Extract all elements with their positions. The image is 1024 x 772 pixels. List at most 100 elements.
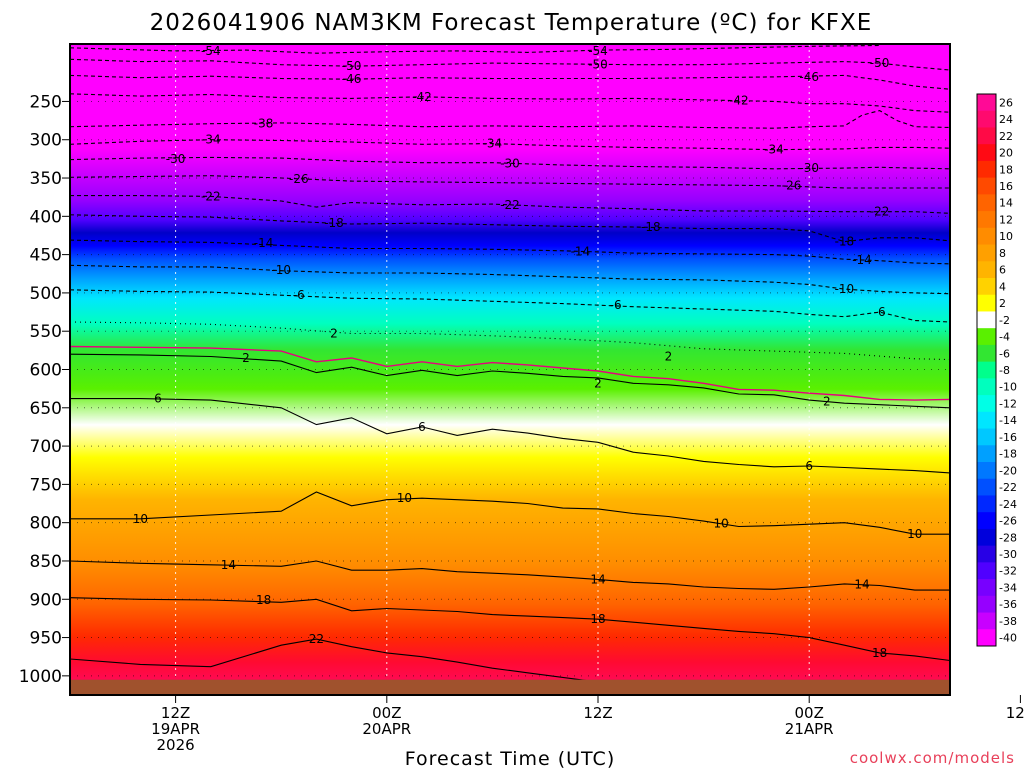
contour-line	[70, 491, 950, 535]
colorbar-label: -2	[999, 314, 1010, 327]
ground-band	[70, 679, 950, 695]
colorbar-swatch	[977, 144, 996, 162]
contour-label: 14	[590, 572, 605, 586]
colorbar-swatch	[977, 395, 996, 413]
colorbar-label: 16	[999, 180, 1013, 193]
contour-line	[70, 560, 950, 591]
y-tick-label: 750	[30, 475, 62, 495]
contour-line	[70, 110, 950, 129]
colorbar-swatch	[977, 512, 996, 530]
chart-title: 2026041906 NAM3KM Forecast Temperature (…	[150, 10, 873, 36]
y-tick-label: 450	[30, 246, 62, 266]
credit-text[interactable]: coolwx.com/models	[850, 749, 1015, 767]
colorbar-swatch	[977, 211, 996, 229]
contour-label: 10	[907, 527, 922, 541]
y-tick-label: 900	[30, 590, 62, 610]
contour-label: -6	[293, 288, 305, 302]
contour-label: -26	[289, 172, 309, 186]
x-tick-label: 00Z	[795, 704, 824, 722]
contour-label: -22	[500, 198, 520, 212]
contour-line	[70, 74, 950, 90]
x-tick-label: 20APR	[362, 720, 411, 738]
colorbar-label: -22	[999, 481, 1017, 494]
contour-line	[70, 239, 950, 265]
contour-line	[70, 597, 950, 662]
colorbar-swatch	[977, 428, 996, 446]
contour-label: 18	[256, 593, 271, 607]
contour-label: -46	[799, 70, 819, 84]
colorbar-label: 20	[999, 147, 1013, 160]
y-tick-label: 600	[30, 361, 62, 381]
contour-label: -14	[852, 253, 872, 267]
colorbar-label: 24	[999, 113, 1013, 126]
contour-label: -42	[412, 90, 432, 104]
colorbar-label: -38	[999, 615, 1017, 628]
contour-line	[70, 58, 950, 71]
colorbar-label: -40	[999, 632, 1017, 645]
contour-layer	[70, 44, 950, 695]
contour-label: -30	[500, 156, 520, 170]
contour-label: -14	[254, 236, 274, 250]
x-tick-label: 12Z	[161, 704, 190, 722]
contour-label: -50	[588, 58, 608, 72]
colorbar-swatch	[977, 378, 996, 396]
x-tick-label: 12Z	[583, 704, 612, 722]
colorbar-swatch	[977, 445, 996, 463]
y-tick-label: 300	[30, 131, 62, 151]
colorbar-label: 14	[999, 197, 1013, 210]
contour-label: -6	[610, 298, 622, 312]
contour-label: 2	[330, 327, 338, 341]
colorbar-swatch	[977, 462, 996, 480]
colorbar-label: -36	[999, 598, 1017, 611]
colorbar-swatch	[977, 294, 996, 312]
colorbar-label: -14	[999, 414, 1017, 427]
contour-label: -38	[254, 117, 274, 131]
x-tick-label: 21APR	[785, 720, 834, 738]
colorbar-swatch	[977, 244, 996, 262]
contour-label: 6	[418, 420, 426, 434]
colorbar-label: 8	[999, 247, 1006, 260]
contour-label: 6	[154, 392, 162, 406]
y-tick-label: 650	[30, 399, 62, 419]
grid-layer	[70, 44, 950, 695]
contour-label: -50	[342, 59, 362, 73]
contour-label: -14	[571, 245, 591, 259]
contour-label: -22	[201, 189, 221, 203]
contour-label: 10	[714, 516, 729, 530]
colorbar-swatch	[977, 579, 996, 597]
contour-label: -18	[641, 220, 661, 234]
colorbar-label: -4	[999, 331, 1010, 344]
colorbar-label: 22	[999, 130, 1013, 143]
colorbar-swatch	[977, 127, 996, 145]
x-tick-label: 19APR	[151, 720, 200, 738]
contour-label: -6	[874, 305, 886, 319]
contour-line	[70, 398, 950, 474]
colorbar-label: 4	[999, 280, 1006, 293]
contour-line	[70, 175, 950, 189]
contour-line	[70, 353, 950, 409]
contour-label: 14	[854, 578, 869, 592]
colorbar-label: -6	[999, 347, 1010, 360]
colorbar-label: 12	[999, 213, 1013, 226]
contour-label: -34	[764, 143, 784, 157]
contour-label: -50	[870, 56, 890, 70]
contour-line	[70, 93, 950, 113]
contour-label: -30	[166, 152, 186, 166]
colorbar-swatch	[977, 528, 996, 547]
contour-label: 18	[590, 612, 605, 626]
colorbar-label: -28	[999, 531, 1017, 544]
colorbar-label: -32	[999, 565, 1017, 578]
colorbar-swatch	[977, 311, 996, 329]
contour-label: -10	[835, 282, 855, 296]
colorbar-label: -26	[999, 515, 1017, 528]
colorbar-swatch	[977, 595, 996, 614]
temperature-field	[70, 44, 950, 695]
y-axis: 250 300 350 400 450 500 550 600 650 700 750 800 850 9…	[19, 92, 70, 687]
colorbar-label: -12	[999, 397, 1017, 410]
colorbar-swatch	[977, 227, 996, 246]
colorbar-swatch	[977, 361, 996, 379]
colorbar-swatch	[977, 177, 996, 195]
colorbar-swatch	[977, 545, 996, 563]
